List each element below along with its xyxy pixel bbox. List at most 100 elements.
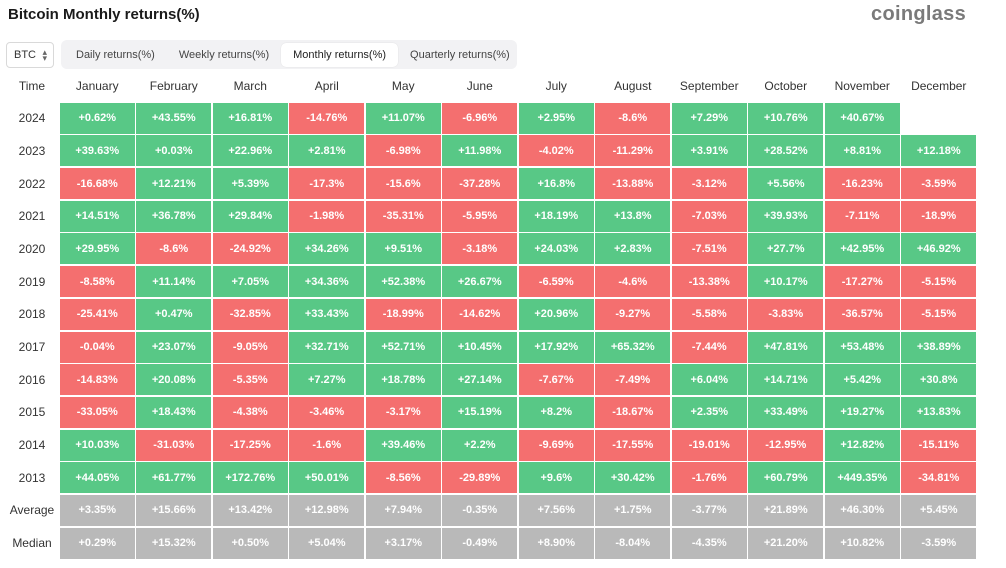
return-cell: +10.82% bbox=[824, 527, 900, 559]
return-cell: +7.56% bbox=[518, 494, 594, 526]
return-cell: -14.62% bbox=[442, 298, 518, 330]
return-cell: -4.6% bbox=[595, 266, 671, 298]
return-cell: -9.05% bbox=[212, 331, 288, 363]
return-cell: -13.88% bbox=[595, 168, 671, 200]
return-cell: +13.8% bbox=[595, 200, 671, 232]
return-cell: -12.95% bbox=[748, 429, 824, 461]
return-cell: +5.56% bbox=[748, 168, 824, 200]
return-cell: +19.27% bbox=[824, 396, 900, 428]
return-cell: +2.95% bbox=[518, 102, 594, 134]
return-cell: +16.8% bbox=[518, 168, 594, 200]
return-cell: +5.45% bbox=[901, 494, 977, 526]
return-cell: +7.05% bbox=[212, 266, 288, 298]
return-cell: +449.35% bbox=[824, 462, 900, 494]
return-cell: -34.81% bbox=[901, 462, 977, 494]
return-cell: +13.42% bbox=[212, 494, 288, 526]
return-cell: -3.83% bbox=[748, 298, 824, 330]
return-cell: +18.78% bbox=[365, 364, 441, 396]
tab-monthly-returns[interactable]: Monthly returns(%) bbox=[281, 42, 399, 67]
return-cell: +5.04% bbox=[289, 527, 365, 559]
return-cell: -7.51% bbox=[671, 233, 747, 265]
return-cell: -33.05% bbox=[59, 396, 135, 428]
return-cell: +18.43% bbox=[136, 396, 212, 428]
return-cell: +33.49% bbox=[748, 396, 824, 428]
column-header-november: November bbox=[834, 78, 890, 93]
return-cell: -6.98% bbox=[365, 135, 441, 167]
return-cell: +50.01% bbox=[289, 462, 365, 494]
return-cell: -19.01% bbox=[671, 429, 747, 461]
return-cell: +44.05% bbox=[59, 462, 135, 494]
return-cell: +6.04% bbox=[671, 364, 747, 396]
row-label: 2018 bbox=[18, 307, 46, 322]
return-cell: +5.39% bbox=[212, 168, 288, 200]
return-cell: +0.29% bbox=[59, 527, 135, 559]
return-cell: +30.8% bbox=[901, 364, 977, 396]
return-cell: -7.49% bbox=[595, 364, 671, 396]
return-cell: +2.35% bbox=[671, 396, 747, 428]
return-cell: -8.6% bbox=[595, 102, 671, 134]
return-cell: +33.43% bbox=[289, 298, 365, 330]
return-cell: -9.27% bbox=[595, 298, 671, 330]
return-cell: +29.84% bbox=[212, 200, 288, 232]
return-cell: +23.07% bbox=[136, 331, 212, 363]
tab-weekly-returns[interactable]: Weekly returns(%) bbox=[178, 48, 270, 61]
return-cell: +38.89% bbox=[901, 331, 977, 363]
return-cell: +61.77% bbox=[136, 462, 212, 494]
return-cell: -4.38% bbox=[212, 396, 288, 428]
coinglass-logo: coinglass bbox=[871, 3, 966, 25]
return-cell: -4.02% bbox=[518, 135, 594, 167]
column-header-june: June bbox=[466, 78, 493, 93]
return-cell: +7.27% bbox=[289, 364, 365, 396]
return-cell: +46.30% bbox=[824, 494, 900, 526]
return-cell: +65.32% bbox=[595, 331, 671, 363]
return-cell: +12.98% bbox=[289, 494, 365, 526]
return-cell: +8.2% bbox=[518, 396, 594, 428]
return-cell: -14.76% bbox=[289, 102, 365, 134]
return-cell: +52.71% bbox=[365, 331, 441, 363]
return-cell: -15.11% bbox=[901, 429, 977, 461]
return-cell: +15.32% bbox=[136, 527, 212, 559]
return-cell: +7.94% bbox=[365, 494, 441, 526]
return-cell: +34.26% bbox=[289, 233, 365, 265]
return-cell: -7.67% bbox=[518, 364, 594, 396]
return-cell: +40.67% bbox=[824, 102, 900, 134]
return-cell: -5.35% bbox=[212, 364, 288, 396]
return-cell: +9.51% bbox=[365, 233, 441, 265]
return-cell: -8.56% bbox=[365, 462, 441, 494]
return-cell: -17.3% bbox=[289, 168, 365, 200]
return-cell: -8.6% bbox=[136, 233, 212, 265]
tab-daily-returns[interactable]: Daily returns(%) bbox=[76, 48, 155, 61]
coin-select[interactable]: BTC ▴ ▾ bbox=[6, 42, 54, 68]
return-cell: +52.38% bbox=[365, 266, 441, 298]
column-header-september: September bbox=[679, 78, 739, 93]
period-tabs: Daily returns(%) Weekly returns(%) Month… bbox=[61, 40, 517, 69]
return-cell: +34.36% bbox=[289, 266, 365, 298]
column-header-may: May bbox=[391, 78, 415, 93]
return-cell: -3.77% bbox=[671, 494, 747, 526]
return-cell: -37.28% bbox=[442, 168, 518, 200]
return-cell: +1.75% bbox=[595, 494, 671, 526]
column-header-july: July bbox=[545, 78, 567, 93]
tab-quarterly-returns[interactable]: Quarterly returns(%) bbox=[410, 48, 510, 61]
return-cell: +10.76% bbox=[748, 102, 824, 134]
column-header-january: January bbox=[75, 78, 119, 93]
return-cell: +42.95% bbox=[824, 233, 900, 265]
row-label: 2021 bbox=[18, 209, 46, 224]
return-cell: +9.6% bbox=[518, 462, 594, 494]
return-cell: +18.19% bbox=[518, 200, 594, 232]
return-cell: -18.67% bbox=[595, 396, 671, 428]
column-header-december: December bbox=[911, 78, 967, 93]
return-cell: +0.62% bbox=[59, 102, 135, 134]
return-cell: -17.55% bbox=[595, 429, 671, 461]
return-cell: +5.42% bbox=[824, 364, 900, 396]
return-cell: -0.04% bbox=[59, 331, 135, 363]
return-cell: +3.91% bbox=[671, 135, 747, 167]
column-header-april: April bbox=[314, 78, 339, 93]
row-label: 2015 bbox=[18, 405, 46, 420]
return-cell: +17.92% bbox=[518, 331, 594, 363]
return-cell: +7.29% bbox=[671, 102, 747, 134]
return-cell: +30.42% bbox=[595, 462, 671, 494]
return-cell: -5.15% bbox=[901, 298, 977, 330]
returns-table: Time January February March April May June July… bbox=[5, 70, 977, 559]
return-cell bbox=[901, 103, 976, 134]
